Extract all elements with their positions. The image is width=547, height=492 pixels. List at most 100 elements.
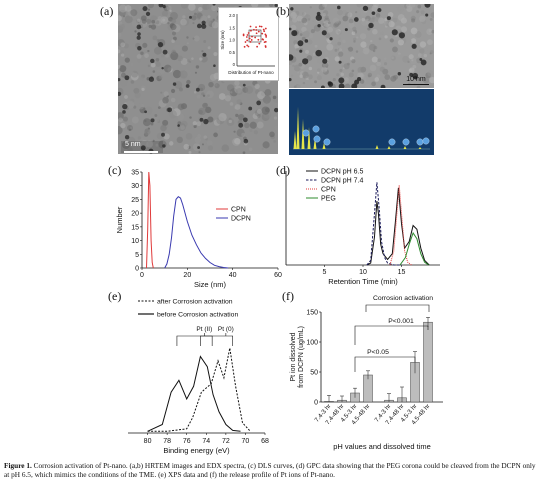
inset-point	[246, 39, 249, 42]
tem-speckle	[174, 81, 183, 89]
tem-speckle	[290, 24, 297, 32]
pt-particle	[411, 43, 417, 49]
x-tick-label: 74	[202, 438, 210, 445]
pt-particle	[162, 4, 166, 9]
edx-spectrum	[289, 89, 434, 155]
x-axis-label: pH values and dissolved time	[333, 442, 431, 451]
tem-speckle	[357, 56, 360, 59]
inset-point	[255, 26, 257, 29]
tem-speckle	[332, 17, 340, 25]
tem-speckle	[137, 58, 141, 63]
tem-speckle	[337, 41, 342, 46]
tem-speckle	[143, 128, 151, 136]
tem-speckle	[186, 42, 189, 45]
tem-speckle	[296, 84, 302, 88]
pt-particle	[212, 4, 216, 6]
tem-speckle	[124, 57, 130, 63]
pt-particle	[351, 83, 358, 88]
tem-speckle	[191, 15, 197, 21]
pt-particle	[397, 72, 402, 76]
tem-speckle	[179, 70, 188, 79]
tem-speckle	[177, 103, 185, 111]
series-line	[147, 355, 241, 432]
tem-speckle	[228, 119, 232, 124]
edx-peak	[296, 107, 300, 149]
tem-speckle	[427, 70, 434, 77]
pt-particle	[243, 117, 248, 123]
y-tick-label: 35	[131, 170, 139, 177]
tem-speckle	[236, 99, 242, 105]
tem-speckle	[163, 64, 172, 73]
tem-speckle	[264, 88, 272, 96]
tem-speckle	[370, 40, 373, 43]
inset-point	[255, 32, 258, 35]
tem-speckle	[186, 79, 191, 85]
tem-speckle	[348, 18, 354, 24]
tem-speckle	[325, 33, 331, 39]
tem-speckle	[172, 36, 177, 41]
tem-speckle	[249, 121, 257, 129]
tem-speckle	[352, 37, 357, 42]
tem-speckle	[294, 43, 300, 49]
tem-speckle	[120, 53, 125, 57]
tem-speckle	[137, 136, 142, 140]
tem-speckle	[390, 75, 397, 82]
tem-speckle	[229, 102, 234, 106]
edx-peak	[313, 137, 317, 149]
pt-particle	[273, 107, 278, 113]
tem-speckle	[120, 79, 128, 87]
pt-particle	[162, 49, 168, 55]
tem-speckle	[178, 15, 181, 19]
tem-speckle	[256, 121, 264, 129]
series-line-peg	[399, 231, 429, 266]
x-tick-label: 5	[323, 269, 327, 276]
tem-speckle	[417, 53, 422, 57]
tem-speckle	[248, 147, 253, 152]
pt-particle	[419, 58, 423, 61]
inset-ytick: 0	[233, 62, 236, 67]
tem-speckle	[351, 59, 356, 64]
tem-speckle	[192, 37, 195, 40]
pt-particle	[177, 124, 180, 127]
pt-particle	[274, 4, 278, 7]
tem-speckle	[193, 90, 197, 94]
tem-speckle	[188, 151, 192, 154]
tem-speckle	[127, 136, 136, 145]
tem-speckle	[397, 13, 405, 21]
caption-text: Corrosion activation of Pt-nano. (a,b) H…	[4, 461, 536, 480]
y-tick-label: 15	[131, 224, 139, 231]
pt-particle	[377, 8, 382, 13]
tem-speckle	[334, 43, 338, 47]
tem-speckle	[201, 92, 205, 96]
tem-speckle	[155, 61, 161, 67]
tem-speckle	[134, 92, 141, 99]
tem-speckle	[307, 74, 313, 80]
tem-speckle	[142, 118, 151, 127]
pt-particle	[354, 17, 359, 22]
tem-speckle	[360, 41, 367, 48]
tem-speckle	[171, 18, 177, 24]
tem-speckle	[332, 78, 336, 82]
tem-speckle	[199, 57, 203, 61]
x-tick-label: 70	[242, 438, 250, 445]
tem-speckle	[322, 4, 328, 8]
scale-bar-a: 5 nm	[121, 141, 163, 153]
edx-marker	[402, 138, 410, 146]
tem-speckle	[160, 124, 167, 132]
inset-point	[244, 41, 247, 43]
tem-speckle	[352, 26, 357, 31]
scale-bar-b: 10 nm	[403, 76, 429, 85]
tem-speckle	[198, 151, 201, 154]
pt-particle	[172, 82, 177, 86]
pt-particle	[344, 28, 348, 32]
tem-speckle	[333, 22, 339, 28]
tem-speckle	[376, 61, 381, 67]
pt-particle	[122, 103, 128, 110]
x-tick-label: 80	[144, 438, 152, 445]
pt-particle	[202, 52, 207, 57]
series-line-cpn	[146, 171, 154, 269]
tem-speckle	[162, 97, 169, 104]
tem-speckle	[269, 131, 275, 138]
series-line-cpn	[389, 185, 412, 266]
tem-speckle	[380, 31, 384, 36]
